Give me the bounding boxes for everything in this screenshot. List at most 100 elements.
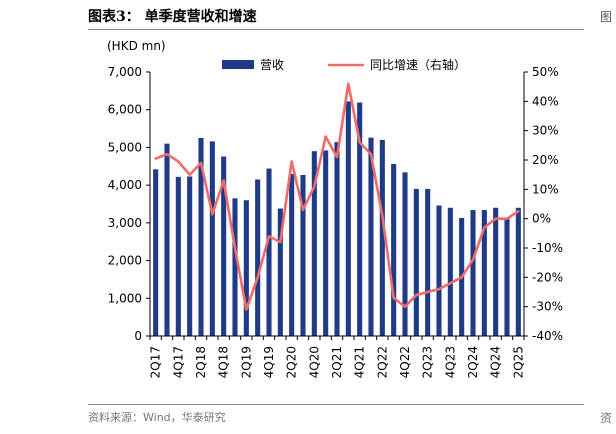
bar-2Q24 [470, 210, 476, 336]
bar-1Q22 [368, 137, 374, 336]
growth-point-2Q20 [290, 160, 293, 163]
x-tick-label: 4Q23 [443, 346, 457, 378]
bar-3Q21 [345, 101, 351, 336]
right-tick-label: 0% [532, 212, 551, 226]
left-axis-unit-label: (HKD mn) [107, 39, 166, 53]
growth-point-3Q24 [483, 226, 486, 229]
bar-2Q20 [289, 173, 295, 336]
left-tick-label: 7,000 [108, 65, 142, 79]
right-tick-label: 50% [532, 65, 559, 79]
left-tick-label: 3,000 [108, 216, 142, 230]
growth-point-1Q19 [234, 247, 236, 249]
legend: 营收 同比增速（右轴） [222, 57, 466, 72]
left-tick-label: 2,000 [108, 254, 142, 268]
bar-series-revenue [153, 101, 521, 336]
bar-3Q22 [391, 164, 397, 336]
bar-2Q17 [153, 169, 159, 336]
growth-point-3Q21 [347, 82, 350, 85]
bar-2Q21 [334, 142, 340, 336]
bar-2Q23 [425, 188, 431, 336]
growth-point-3Q18 [211, 213, 214, 216]
right-tick-label: 10% [532, 182, 559, 196]
bar-4Q23 [447, 207, 453, 336]
right-tick-label: -10% [532, 241, 563, 255]
bar-3Q18 [209, 141, 215, 336]
line-series-growth [154, 82, 520, 311]
bar-1Q23 [413, 188, 419, 336]
bar-2Q19 [243, 200, 249, 336]
left-tick-label: 4,000 [108, 178, 142, 192]
x-tick-label: 2Q19 [239, 346, 253, 378]
growth-point-3Q19 [256, 276, 259, 279]
bar-2Q18 [198, 138, 204, 336]
left-axis-ticks: 0 1,000 2,000 3,000 4,000 5,000 6,000 7,000 [108, 65, 150, 343]
growth-point-3Q20 [302, 209, 304, 211]
growth-point-4Q20 [313, 185, 316, 188]
bar-4Q17 [175, 176, 181, 336]
right-tick-label: 40% [532, 94, 559, 108]
bar-2Q25 [515, 207, 521, 336]
growth-point-4Q24 [494, 217, 497, 220]
right-tick-label: 20% [532, 153, 559, 167]
right-tick-label: -20% [532, 270, 563, 284]
growth-point-1Q20 [279, 241, 282, 243]
figure-title: 图表3： 单季度营收和增速 [88, 9, 257, 25]
x-tick-label: 2Q24 [466, 346, 480, 378]
bar-4Q21 [357, 102, 363, 336]
growth-point-2Q21 [336, 156, 338, 158]
legend-bar-swatch [222, 60, 254, 69]
growth-point-1Q25 [506, 217, 508, 220]
growth-point-3Q23 [438, 288, 440, 290]
growth-point-4Q21 [358, 141, 361, 144]
bar-1Q21 [323, 150, 329, 336]
x-tick-label: 2Q25 [511, 346, 525, 378]
bar-1Q20 [277, 208, 283, 336]
left-tick-label: 1,000 [108, 291, 142, 305]
bar-4Q20 [311, 151, 317, 336]
growth-point-4Q17 [177, 160, 180, 163]
x-tick-label: 2Q20 [285, 346, 299, 378]
source-divider [88, 404, 584, 405]
x-tick-label: 4Q20 [307, 346, 321, 378]
edge-glyph-top: 图 [600, 10, 613, 24]
x-tick-label: 4Q19 [262, 346, 276, 378]
legend-bar-label: 营收 [260, 58, 284, 72]
right-tick-label: -30% [532, 300, 563, 314]
axes [149, 72, 525, 337]
growth-point-1Q24 [460, 276, 463, 279]
right-axis-ticks: -40% -30% -20% -10% 0% 10% 20% 30% 40% 50% [524, 65, 563, 343]
source-note: 资料来源：Wind，华泰研究 [88, 411, 226, 424]
growth-point-4Q23 [449, 282, 452, 285]
growth-point-1Q22 [370, 153, 372, 155]
bar-1Q18 [187, 176, 193, 336]
growth-point-2Q23 [426, 291, 429, 293]
bar-4Q18 [221, 156, 227, 336]
bar-3Q24 [481, 210, 487, 336]
bar-1Q19 [232, 198, 238, 336]
bar-3Q19 [255, 179, 261, 336]
x-tick-label: 4Q24 [489, 346, 503, 378]
left-tick-label: 5,000 [108, 140, 142, 154]
x-tick-label: 2Q21 [330, 346, 344, 378]
bar-3Q23 [436, 205, 442, 336]
growth-point-2Q17 [154, 157, 157, 160]
bar-3Q17 [164, 143, 170, 336]
growth-point-1Q23 [415, 294, 418, 296]
x-tick-label: 2Q17 [149, 346, 163, 378]
left-tick-label: 0 [134, 329, 142, 343]
right-tick-label: 30% [532, 124, 559, 138]
growth-point-2Q25 [517, 210, 520, 213]
growth-point-4Q18 [222, 179, 225, 182]
x-tick-label: 4Q21 [353, 346, 367, 378]
growth-point-2Q18 [200, 162, 202, 164]
growth-point-3Q22 [392, 297, 395, 299]
x-tick-label: 2Q18 [194, 346, 208, 378]
right-tick-label: -40% [532, 329, 563, 343]
bar-4Q22 [402, 172, 408, 336]
bar-2Q22 [379, 139, 385, 336]
bar-4Q24 [493, 207, 499, 336]
legend-line-label: 同比增速（右轴） [370, 57, 466, 72]
growth-point-4Q22 [404, 305, 406, 308]
growth-point-1Q18 [188, 173, 191, 176]
title-divider [88, 29, 584, 30]
